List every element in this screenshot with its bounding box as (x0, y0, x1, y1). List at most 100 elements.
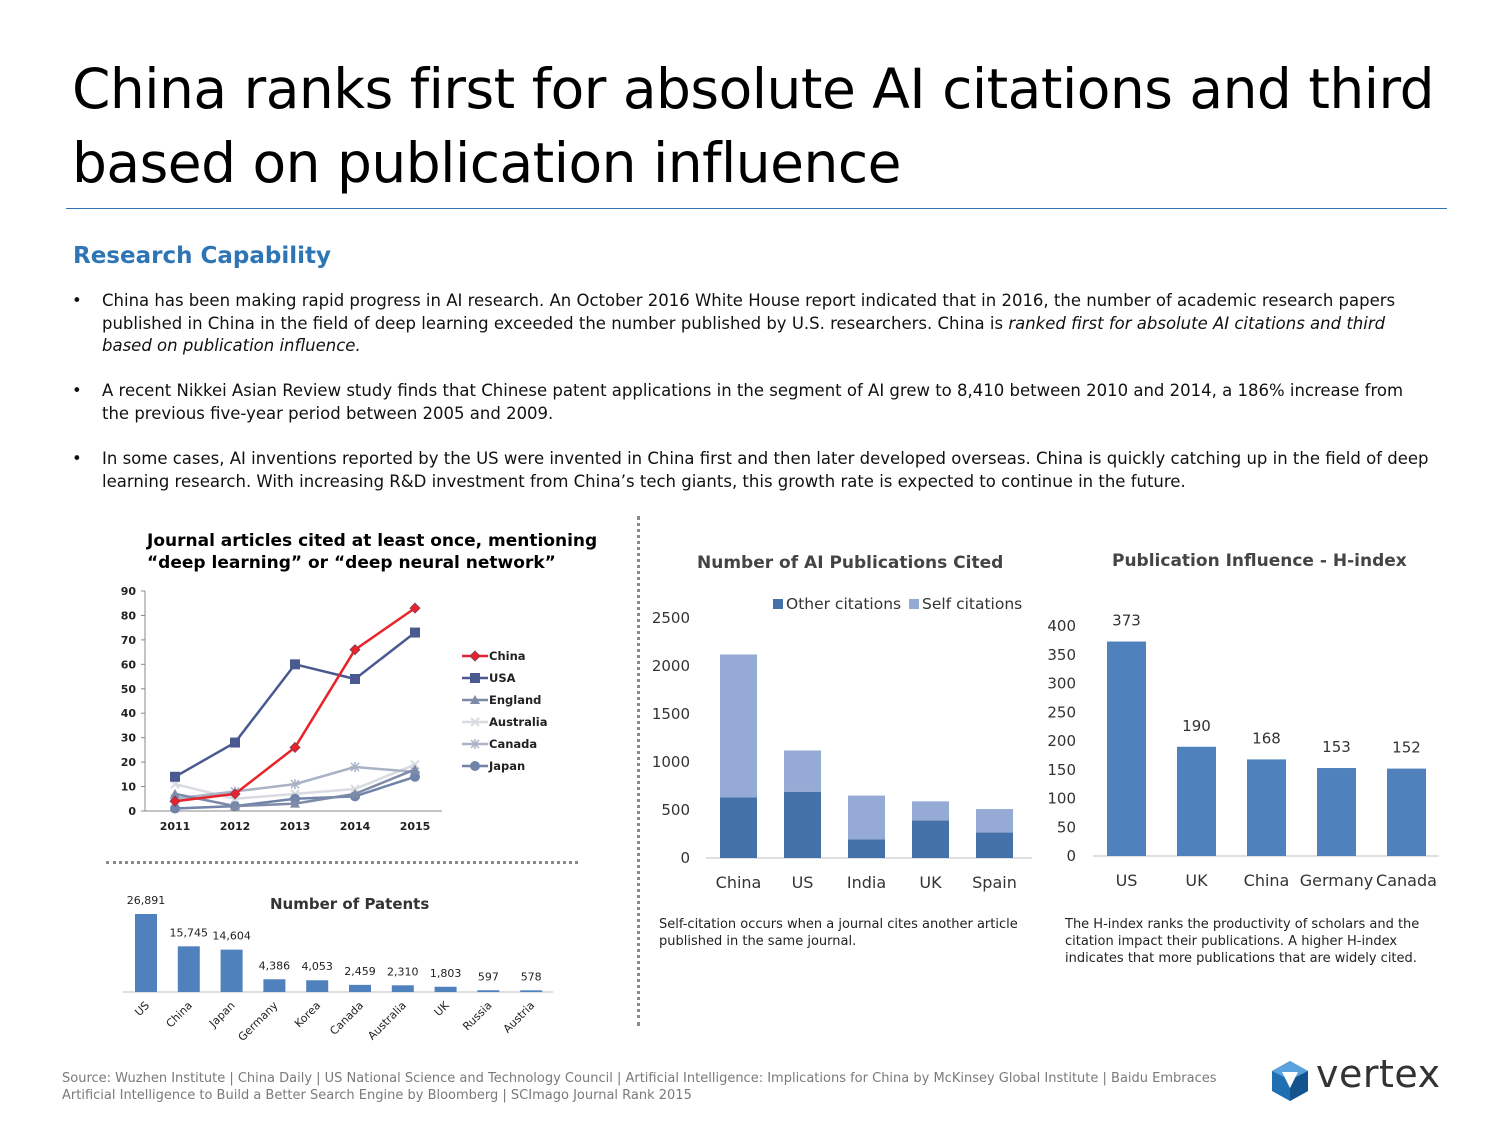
h-index-y-tick-label: 300 (1047, 675, 1076, 693)
patent-bar (220, 949, 243, 992)
publications-chart-title: Number of AI Publications Cited (697, 553, 1004, 573)
line-chart-title-line: “deep learning” or “deep neural network” (147, 553, 556, 573)
patent-category-label: Germany (236, 999, 281, 1044)
patent-value-label: 4,053 (301, 960, 333, 973)
h-index-bar (1317, 768, 1356, 856)
patent-bar (520, 990, 543, 992)
patent-bar (135, 914, 157, 992)
h-index-value-label: 153 (1322, 738, 1351, 756)
patent-value-label: 4,386 (259, 959, 291, 972)
self-citations-bar (976, 809, 1013, 833)
publications-y-tick-label: 2500 (652, 609, 690, 627)
patent-category-label: Russia (460, 999, 494, 1033)
line-chart-y-tick-label: 50 (121, 683, 137, 696)
data-point-china (229, 788, 241, 800)
patent-category-label: China (164, 999, 195, 1030)
data-point-china (169, 795, 181, 807)
patent-bar (306, 980, 329, 992)
patent-category-label: Austria (501, 999, 538, 1036)
h-index-category-label: China (1244, 871, 1290, 890)
legend-marker-australia (470, 717, 480, 727)
data-point-china (409, 602, 421, 614)
patent-value-label: 1,803 (430, 967, 462, 980)
logo-wordmark: vertex (1316, 1052, 1441, 1096)
bullet-glyph: • (72, 381, 82, 400)
patent-category-label: Japan (206, 999, 238, 1031)
line-chart-title-line: Journal articles cited at least once, me… (147, 531, 598, 551)
publications-category-label: India (847, 873, 886, 892)
data-point-china (349, 644, 361, 656)
title-divider (66, 208, 1447, 209)
data-point-usa (350, 674, 360, 684)
legend-label-canada: Canada (489, 737, 537, 751)
legend-label-japan: Japan (488, 759, 525, 773)
patent-category-label: Korea (292, 999, 323, 1030)
bullet-text: A recent Nikkei Asian Review study finds… (102, 381, 1404, 423)
h-index-category-label: UK (1185, 871, 1208, 890)
publications-legend-label: Other citations (786, 595, 901, 613)
data-point-usa (230, 737, 240, 748)
patent-value-label: 597 (478, 970, 499, 983)
line-chart-title: Journal articles cited at least once, me… (147, 530, 617, 574)
vertex-logo: vertex (1268, 1052, 1448, 1102)
patent-category-label: US (132, 999, 152, 1019)
h-index-note: The H-index ranks the productivity of sc… (1065, 917, 1420, 966)
patent-value-label: 14,604 (212, 930, 251, 943)
patent-bar (263, 979, 286, 992)
patent-value-label: 578 (521, 970, 542, 983)
h-index-category-label: Germany (1300, 871, 1374, 890)
bullet-item: • A recent Nikkei Asian Review study fin… (72, 380, 1432, 425)
data-point-england (170, 788, 180, 798)
patent-value-label: 15,745 (170, 926, 209, 939)
patent-bar (391, 985, 414, 992)
patent-bar (349, 984, 371, 992)
patent-bar (477, 990, 500, 992)
line-chart-x-tick-label: 2013 (280, 820, 311, 833)
h-index-bar (1177, 746, 1216, 856)
series-line-china (174, 607, 416, 803)
line-chart-x-tick-label: 2011 (160, 820, 191, 833)
line-chart-y-tick-label: 20 (121, 756, 137, 769)
publications-legend-label: Self citations (922, 595, 1022, 613)
vertical-dotted-divider (637, 516, 640, 1026)
cube-logo-icon (1272, 1061, 1308, 1101)
h-index-y-tick-label: 350 (1047, 646, 1076, 664)
data-point-usa (290, 659, 300, 670)
data-point-england (350, 788, 360, 798)
data-point-england (290, 798, 300, 808)
bullet-item: • China has been making rapid progress i… (72, 290, 1432, 358)
page-title: China ranks first for absolute AI citati… (72, 57, 1435, 195)
line-chart-y-tick-label: 0 (128, 805, 136, 818)
publications-y-tick-label: 1000 (652, 753, 690, 771)
h-index-y-tick-label: 100 (1047, 790, 1076, 808)
line-chart-y-tick-label: 40 (121, 707, 137, 720)
publications-category-label: US (792, 873, 814, 892)
line-chart-y-tick-label: 70 (121, 634, 137, 647)
patent-category-label: Canada (327, 999, 366, 1038)
data-point-japan (410, 771, 420, 782)
bullet-text: China has been making rapid progress in … (102, 291, 1396, 355)
section-heading: Research Capability (73, 243, 331, 269)
legend-label-australia: Australia (489, 715, 548, 729)
series-line-usa (174, 631, 416, 778)
data-point-china (289, 741, 301, 754)
h-index-y-tick-label: 50 (1057, 818, 1076, 836)
publications-legend-swatch (773, 599, 783, 609)
data-point-canada (350, 762, 360, 772)
data-point-canada (290, 779, 300, 790)
bullet-glyph: • (72, 449, 82, 468)
h-index-bar (1247, 759, 1286, 856)
h-index-y-tick-label: 0 (1066, 847, 1076, 865)
legend-marker-japan (470, 761, 480, 771)
legend-label-usa: USA (489, 671, 516, 685)
legend-marker-usa (470, 673, 480, 683)
patent-bar (434, 986, 457, 992)
publications-legend-swatch (909, 599, 919, 609)
line-chart-y-tick-label: 30 (121, 732, 137, 745)
publications-y-tick-label: 500 (661, 801, 690, 819)
patent-bar (177, 946, 200, 992)
legend-marker-canada (470, 739, 480, 749)
self-citations-bar (912, 801, 949, 821)
line-chart-x-tick-label: 2015 (400, 820, 431, 833)
